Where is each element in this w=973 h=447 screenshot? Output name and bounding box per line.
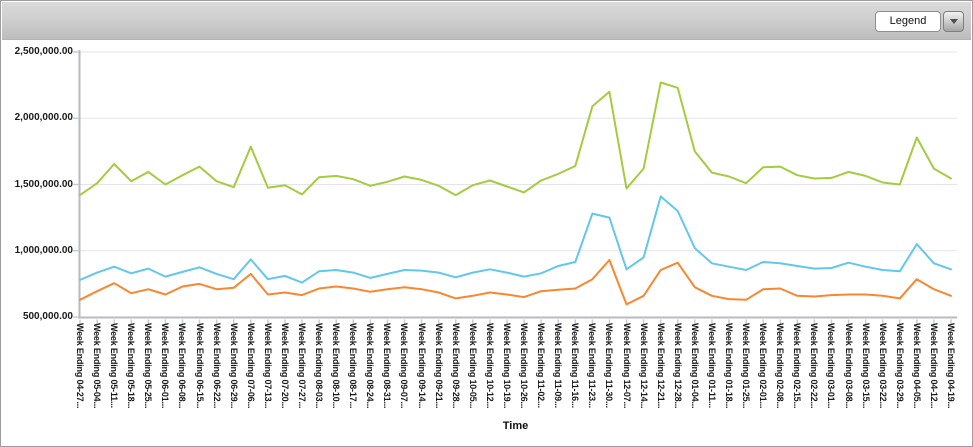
x-tick-label: Week Ending 05-11... bbox=[109, 323, 120, 408]
x-tick-label: Week Ending 06-22... bbox=[211, 323, 222, 409]
x-tick-label: Week Ending 04-27... bbox=[75, 323, 85, 409]
x-tick-label: Week Ending 12-07... bbox=[621, 323, 632, 409]
y-tick-label: 1,500,000.00 bbox=[14, 178, 73, 190]
x-tick-label: Week Ending 10-26... bbox=[519, 323, 530, 409]
x-tick-label: Week Ending 09-28... bbox=[450, 323, 461, 409]
x-tick-label: Week Ending 04-12... bbox=[928, 323, 939, 409]
x-tick-label: Week Ending 06-15... bbox=[194, 323, 205, 409]
x-tick-label: Week Ending 06-29... bbox=[228, 323, 239, 409]
x-tick-label: Week Ending 02-22... bbox=[809, 323, 820, 409]
x-tick-label: Week Ending 12-28... bbox=[672, 323, 683, 409]
y-tick-label: 500,000.00 bbox=[22, 311, 73, 322]
x-axis-title: Time bbox=[502, 420, 529, 432]
x-tick-label: Week Ending 12-14... bbox=[638, 323, 649, 409]
toolbar: Legend bbox=[2, 2, 971, 40]
middle-series-blue bbox=[79, 195, 952, 284]
x-tick-label: Week Ending 10-05... bbox=[467, 323, 478, 409]
line-chart: 2,500,000.00 2,000,000.00 1,500,000.00 1,00… bbox=[2, 40, 972, 445]
x-tick-label: Week Ending 02-01... bbox=[758, 323, 769, 409]
y-tick-label: 2,500,000.00 bbox=[14, 46, 73, 57]
x-tick-label: Week Ending 05-18... bbox=[126, 323, 137, 409]
gridlines bbox=[80, 51, 957, 252]
x-tick-label: Week Ending 01-18... bbox=[723, 323, 734, 409]
legend-dropdown[interactable]: Legend bbox=[875, 11, 964, 32]
y-tick-label: 2,000,000.00 bbox=[14, 112, 73, 124]
legend-dropdown-value[interactable]: Legend bbox=[875, 11, 941, 32]
plot-svg bbox=[73, 50, 957, 325]
x-tick-label: Week Ending 05-25... bbox=[143, 323, 154, 409]
x-tick-label: Week Ending 10-19... bbox=[501, 323, 512, 409]
x-tick-label: Week Ending 01-04... bbox=[689, 323, 700, 409]
x-tick-label: Week Ending 07-06... bbox=[245, 323, 256, 409]
x-tick-label: Week Ending 09-14... bbox=[416, 323, 427, 409]
x-tick-label: Week Ending 01-11... bbox=[706, 323, 717, 408]
x-tick-label: Week Ending 03-08... bbox=[843, 323, 854, 409]
x-tick-label: Week Ending 07-13... bbox=[262, 323, 273, 409]
x-tick-label: Week Ending 03-22... bbox=[877, 323, 888, 409]
x-tick-label: Week Ending 01-25... bbox=[741, 323, 752, 409]
x-tick-label: Week Ending 06-01... bbox=[160, 323, 171, 409]
x-tick-label: Week Ending 11-16... bbox=[570, 323, 581, 408]
x-axis-ticks bbox=[79, 319, 952, 325]
y-axis-ticks bbox=[73, 51, 79, 318]
x-tick-label: Week Ending 12-21... bbox=[655, 323, 666, 409]
x-tick-label: Week Ending 02-15... bbox=[792, 323, 803, 409]
x-tick-label: Week Ending 08-10... bbox=[331, 323, 342, 409]
x-tick-label: Week Ending 08-24... bbox=[365, 323, 376, 409]
y-tick-label: 1,000,000.00 bbox=[14, 244, 73, 256]
series-lines bbox=[79, 81, 952, 306]
x-tick-label: Week Ending 03-29... bbox=[894, 323, 905, 409]
x-tick-label: Week Ending 04-19... bbox=[946, 323, 956, 409]
x-tick-label: Week Ending 06-08... bbox=[177, 323, 188, 409]
axes bbox=[78, 50, 957, 319]
x-tick-label: Week Ending 11-02... bbox=[536, 323, 547, 408]
chevron-down-icon bbox=[949, 19, 958, 24]
x-tick-label: Week Ending 08-03... bbox=[314, 323, 325, 409]
x-tick-label: Week Ending 10-12... bbox=[484, 323, 495, 409]
legend-dropdown-button[interactable] bbox=[943, 11, 964, 32]
x-tick-label: Week Ending 05-04... bbox=[92, 323, 103, 409]
x-tick-label: Week Ending 02-08... bbox=[775, 323, 786, 409]
x-tick-label: Week Ending 08-31... bbox=[382, 323, 393, 409]
x-tick-label: Week Ending 09-07... bbox=[399, 323, 410, 409]
x-tick-label: Week Ending 11-09... bbox=[553, 323, 564, 408]
x-tick-label: Week Ending 07-20... bbox=[279, 323, 290, 409]
x-tick-label: Week Ending 11-23... bbox=[587, 323, 598, 408]
x-tick-label: Week Ending 03-01... bbox=[826, 323, 837, 409]
x-tick-label: Week Ending 08-17... bbox=[348, 323, 359, 409]
x-tick-label: Week Ending 04-05... bbox=[911, 323, 922, 409]
x-tick-label: Week Ending 03-15... bbox=[860, 323, 871, 409]
x-tick-label: Week Ending 07-27... bbox=[297, 323, 308, 409]
lower-series-orange bbox=[79, 259, 952, 306]
x-tick-label: Week Ending 09-21... bbox=[433, 323, 444, 409]
upper-series-green bbox=[79, 81, 952, 197]
x-tick-label: Week Ending 11-30... bbox=[604, 323, 615, 408]
